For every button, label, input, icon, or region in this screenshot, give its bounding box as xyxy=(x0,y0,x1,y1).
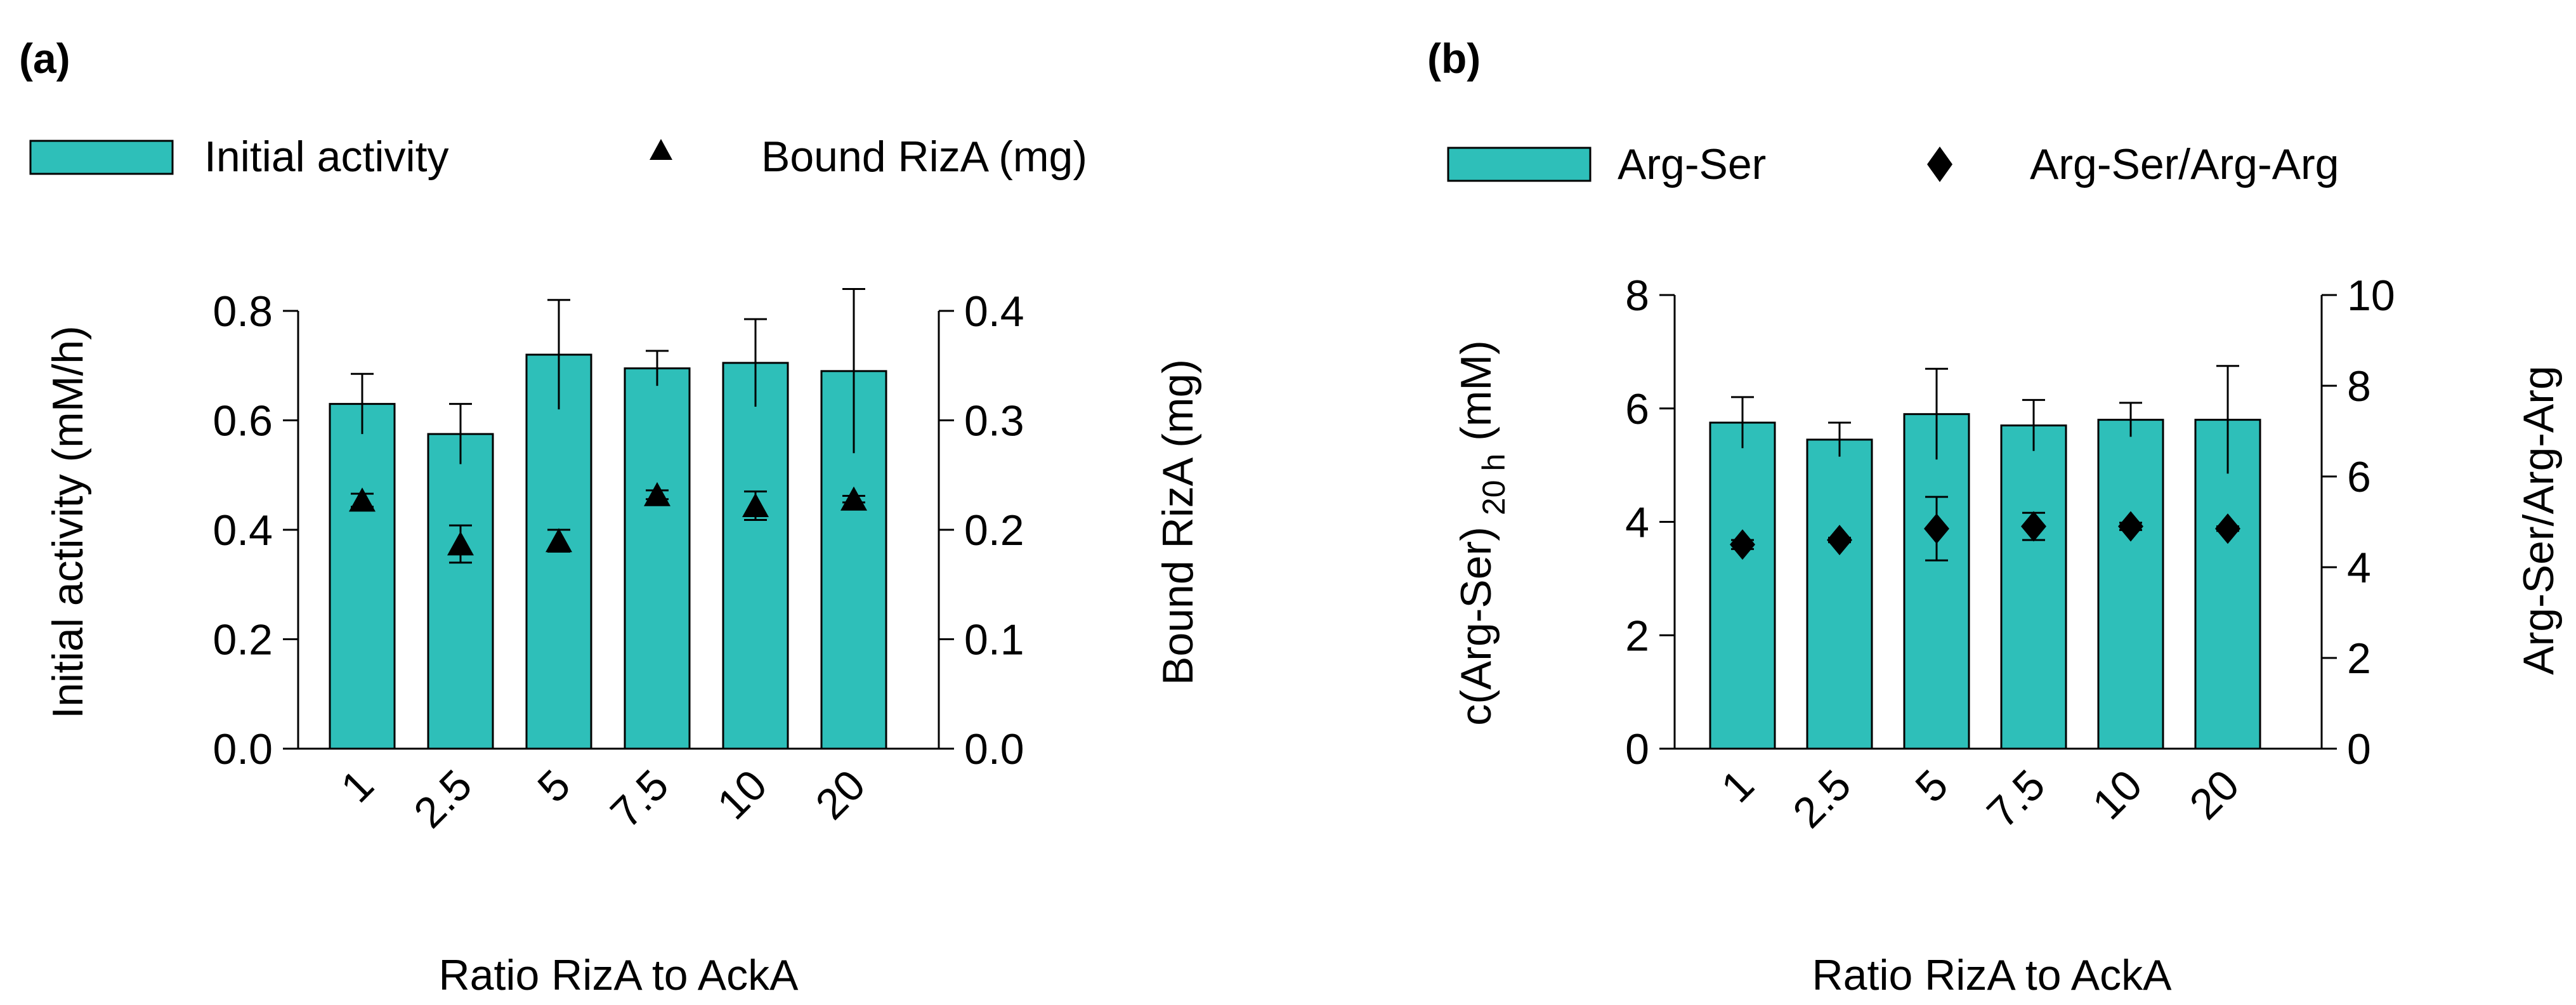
panel-b-y-left-tick-label: 4 xyxy=(1625,499,1649,547)
panel-b-bar xyxy=(2000,424,2067,750)
panel-b-y-left-title-main: c(Arg-Ser) xyxy=(1452,527,1500,726)
panel-a-x-tick-label: 5 xyxy=(528,761,579,811)
panel-b-y-left-tick-label: 2 xyxy=(1625,612,1649,660)
panel-a-y-left-tick-label: 0.6 xyxy=(212,397,273,445)
panel-a-x-tick-label: 7.5 xyxy=(601,761,678,838)
panel-a-plot-area: 0.0 0.2 0.4 0.6 0.8 0.0 0.1 0.2 0.3 0.4 1 2.5 5 7.5 10… xyxy=(212,287,1024,837)
panel-b-marker-diamond xyxy=(1730,529,1755,560)
panel-b-y-left-tick-label: 6 xyxy=(1625,385,1649,433)
panel-a-legend-marker-label: Bound RizA (mg) xyxy=(761,133,1087,181)
panel-a-y-left-tick-label: 0.8 xyxy=(212,287,273,336)
panel-b-y-left-title: c(Arg-Ser) 20 h (mM) xyxy=(1452,340,1512,725)
panel-a-bar-error xyxy=(547,299,570,410)
panel-a-bar-error xyxy=(449,403,472,464)
panel-b-bar-error xyxy=(1731,396,1754,449)
panel-b-y-right-tick-label: 8 xyxy=(2347,362,2371,411)
panel-a-y-left-tick-label: 0.4 xyxy=(212,506,273,555)
panel-b-bar xyxy=(1806,438,1873,750)
panel-b-legend-diamond-icon xyxy=(1927,147,1952,182)
panel-a-legend: Initial activity Bound RizA (mg) xyxy=(29,133,1087,181)
panel-b-bar xyxy=(1709,421,1776,750)
panel-b-y-right-tick-label: 2 xyxy=(2347,634,2371,683)
panel-a-legend-triangle-icon xyxy=(650,139,672,160)
panel-b-bar xyxy=(2097,419,2164,750)
panel-b-legend-marker-label: Arg-Ser/Arg-Arg xyxy=(2030,140,2339,188)
panel-a-bar-error xyxy=(351,372,374,435)
panel-b-x-tick-label: 20 xyxy=(2180,761,2248,829)
panel-b-legend-bar-swatch xyxy=(1447,147,1592,182)
panel-a-x-tick-label: 1 xyxy=(332,761,382,811)
panel-b-x-title: Ratio RizA to AckA xyxy=(1812,951,2173,999)
panel-a-marker-triangle xyxy=(742,493,769,518)
panel-a-bar xyxy=(329,403,396,750)
panel-b-x-tick-label: 1 xyxy=(1712,761,1763,811)
panel-a-y-right-tick-label: 0.3 xyxy=(964,397,1024,445)
panel-a-label: (a) xyxy=(19,35,70,82)
panel-a-x-title: Ratio RizA to AckA xyxy=(439,951,799,999)
panel-b-y-left-title-unit: (mM) xyxy=(1452,340,1500,441)
panel-a-x-tick-label: 10 xyxy=(708,761,776,829)
panel-b-bar-error xyxy=(1828,421,1851,457)
panel-a-y-right-tick-label: 0.4 xyxy=(964,287,1024,336)
panel-a-y-right-tick-label: 0.1 xyxy=(964,616,1024,664)
panel-a-marker-triangle xyxy=(644,482,670,506)
panel-a: (a) Initial activity Bound RizA (mg) Ini… xyxy=(19,35,1202,999)
panel-b-y-right-tick-label: 6 xyxy=(2347,453,2371,501)
panel-b-y-left-tick-label: 0 xyxy=(1625,725,1649,773)
panel-b-marker-diamond xyxy=(2118,511,2143,542)
panel-b-legend-bar-label: Arg-Ser xyxy=(1618,140,1766,188)
panel-a-y-left-title: Initial activity (mM/h) xyxy=(44,325,92,719)
panel-b-x-tick-label: 5 xyxy=(1906,761,1957,811)
panel-a-marker-triangle xyxy=(546,528,572,553)
panel-b-y-right-tick-label: 0 xyxy=(2347,725,2371,773)
panel-a-marker-triangle xyxy=(840,486,867,511)
panel-a-marker-triangle xyxy=(447,531,474,556)
panel-b-marker-diamond xyxy=(1924,513,1949,544)
panel-b-marker-diamond xyxy=(1827,525,1852,556)
panel-b-bar-error xyxy=(2119,402,2142,437)
panel-b-x-tick-label: 10 xyxy=(2083,761,2151,829)
panel-a-bar xyxy=(624,367,691,750)
panel-a-bar-error xyxy=(744,318,767,407)
panel-a-marker-triangle xyxy=(349,487,376,512)
panel-b-marker-diamond xyxy=(2021,511,2046,542)
panel-b-y-right-tick-label: 10 xyxy=(2347,272,2395,320)
panel-a-y-left-tick-label: 0.2 xyxy=(212,616,273,664)
panel-a-bar-error xyxy=(842,288,865,454)
panel-b-marker-diamond xyxy=(2215,513,2240,544)
panel-a-x-tick-label: 20 xyxy=(806,761,874,829)
panel-a-y-right-tick-label: 0.0 xyxy=(964,725,1024,773)
panel-b-y-left-tick-label: 8 xyxy=(1625,272,1649,320)
panel-a-legend-bar-label: Initial activity xyxy=(204,133,448,181)
panel-b-y-right-tick-label: 4 xyxy=(2347,544,2371,592)
panel-b-bar xyxy=(1903,413,1970,750)
panel-b-x-tick-label: 2.5 xyxy=(1784,761,1860,838)
panel-a-y-left-tick-label: 0.0 xyxy=(212,725,273,773)
panel-a-bar xyxy=(722,362,789,750)
panel-b-legend: Arg-Ser Arg-Ser/Arg-Arg xyxy=(1447,140,2339,188)
panel-b-bar-error xyxy=(2022,398,2045,451)
panel-b-plot-area: 0 2 4 6 8 0 2 4 6 8 10 1 2.5 5 7.5 10 20 xyxy=(1625,272,2395,837)
panel-a-bar-error xyxy=(646,350,669,386)
panel-b: (b) Arg-Ser Arg-Ser/Arg-Arg c(Arg-Ser)20… xyxy=(1427,35,2563,999)
panel-a-legend-bar-swatch xyxy=(29,140,174,175)
panel-a-bar xyxy=(427,433,494,750)
panel-b-label: (b) xyxy=(1427,35,1481,82)
panel-a-x-tick-label: 2.5 xyxy=(405,761,481,838)
panel-b-y-left-title-sub: 20 h xyxy=(1476,454,1512,515)
panel-a-y-right-tick-label: 0.2 xyxy=(964,506,1024,555)
panel-b-bar-error xyxy=(1925,367,1948,460)
panel-b-x-tick-label: 7.5 xyxy=(1978,761,2055,838)
panel-b-y-right-title: Arg-Ser/Arg-Arg xyxy=(2514,365,2563,674)
panel-b-bar-error xyxy=(2216,365,2239,474)
panel-a-y-right-title: Bound RizA (mg) xyxy=(1154,359,1202,685)
